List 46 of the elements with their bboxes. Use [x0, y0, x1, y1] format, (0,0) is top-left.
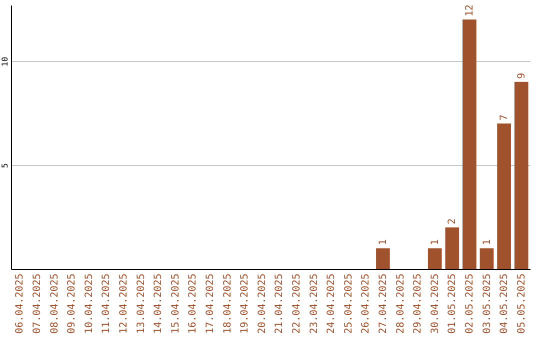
- x-tick-label: 14.04.2025: [153, 274, 164, 334]
- bar: [497, 123, 511, 269]
- data-label: 9: [516, 72, 528, 79]
- x-tick-label: 19.04.2025: [240, 274, 251, 334]
- x-tick-label: 03.05.2025: [482, 274, 493, 334]
- bar: [462, 20, 476, 269]
- x-tick-label: 20.04.2025: [256, 274, 268, 334]
- x-tick-label: 24.04.2025: [326, 274, 338, 334]
- x-tick-label: 26.04.2025: [360, 274, 372, 334]
- x-tick-label: 13.04.2025: [136, 274, 147, 334]
- x-tick-label: 08.04.2025: [49, 274, 60, 334]
- x-tick-label: 16.04.2025: [188, 274, 199, 334]
- x-tick-label: 11.04.2025: [101, 274, 112, 334]
- data-label: 1: [482, 239, 493, 246]
- x-tick-label: 29.04.2025: [412, 274, 424, 334]
- bar: [480, 248, 494, 269]
- x-tick-label: 21.04.2025: [274, 274, 286, 334]
- x-tick-label: 30.04.2025: [430, 274, 441, 334]
- x-tick-label: 27.04.2025: [378, 274, 389, 334]
- y-tick-label: 5: [0, 162, 10, 168]
- data-label: 7: [499, 114, 510, 120]
- x-tick-label: 25.04.2025: [343, 274, 354, 334]
- x-tick-label: 07.04.2025: [32, 274, 43, 334]
- x-tick-label: 04.05.2025: [499, 274, 510, 334]
- x-tick-label: 05.05.2025: [516, 274, 528, 334]
- data-label: 1: [430, 239, 441, 246]
- data-label: 12: [464, 4, 476, 17]
- x-tick-label: 02.05.2025: [464, 274, 476, 334]
- bar: [376, 248, 390, 269]
- bar: [445, 227, 460, 269]
- data-label: 2: [447, 218, 458, 224]
- x-tick-label: 15.04.2025: [170, 274, 182, 334]
- x-tick-label: 09.04.2025: [66, 274, 78, 334]
- bar: [514, 82, 528, 269]
- data-label: 1: [378, 239, 389, 246]
- bar: [428, 248, 442, 269]
- x-tick-label: 12.04.2025: [118, 274, 130, 334]
- x-tick-label: 23.04.2025: [308, 274, 320, 334]
- x-tick-label: 06.04.2025: [14, 274, 26, 334]
- x-tick-label: 17.04.2025: [204, 274, 216, 334]
- x-tick-label: 18.04.2025: [222, 274, 234, 334]
- x-tick-label: 22.04.2025: [291, 274, 302, 334]
- x-tick-label: 28.04.2025: [395, 274, 406, 334]
- x-tick-label: 10.04.2025: [84, 274, 95, 334]
- x-tick-label: 01.05.2025: [447, 274, 458, 334]
- y-tick-label: 10: [0, 56, 10, 66]
